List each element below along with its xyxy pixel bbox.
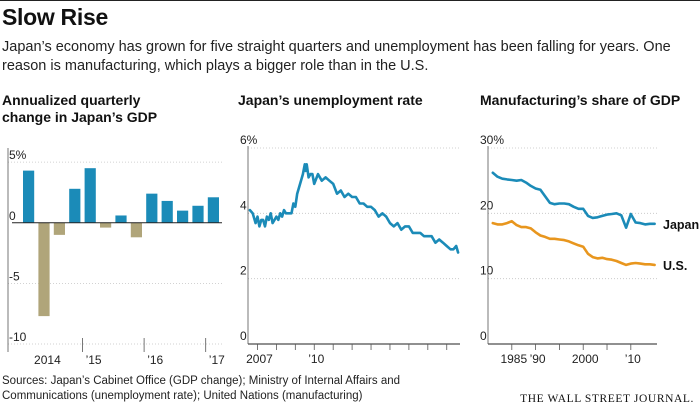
- manufacturing-panel-title: Manufacturing’s share of GDP: [480, 92, 681, 108]
- series-line-us: [491, 219, 656, 267]
- gdp-bar: [207, 197, 219, 223]
- gdp-bar: [130, 222, 142, 238]
- gdp-bar: [115, 215, 127, 223]
- gdp-y-tick-label: -5: [9, 269, 20, 283]
- gdp-bar-chart: 5% 0 -5 -10 2014 ’15 ’16 ’17: [7, 148, 225, 367]
- x-tick-label: 2007: [246, 352, 273, 366]
- sources-note: Sources: Japan’s Cabinet Office (GDP cha…: [2, 375, 401, 402]
- y-tick-label: 0: [240, 329, 247, 343]
- x-tick-label: ’90: [530, 352, 546, 366]
- gdp-bar: [146, 193, 158, 223]
- gdp-x-tick-label: ’17: [209, 353, 225, 367]
- y-tick-label: 0: [480, 329, 487, 343]
- gdp-panel-title: Annualized quarterly change in Japan’s G…: [2, 92, 157, 126]
- gdp-title-line-2: change in Japan’s GDP: [2, 109, 158, 125]
- gdp-x-tick-label: ’16: [147, 353, 163, 367]
- gdp-y-tick-label: -10: [9, 330, 27, 344]
- gdp-x-tick-label: ’15: [86, 353, 102, 367]
- gdp-bar: [192, 205, 204, 223]
- y-tick-label: 4: [240, 198, 247, 212]
- gdp-bar: [177, 210, 189, 223]
- gdp-bar: [69, 188, 81, 223]
- gdp-bar: [84, 168, 96, 223]
- unemployment-line-chart: 6% 4 2 0 2007 ’10: [240, 133, 460, 366]
- chart-title: Slow Rise: [2, 4, 108, 30]
- gdp-title-line-1: Annualized quarterly: [2, 92, 141, 108]
- gdp-y-tick-label: 5%: [9, 148, 27, 162]
- top-rule: [0, 0, 700, 1]
- chart-subtitle: Japan’s economy has grown for five strai…: [2, 39, 671, 74]
- gdp-bar: [53, 222, 65, 235]
- series-line-japan: [248, 163, 460, 254]
- manufacturing-line-chart: 30% 20 10 0 1985’90 2000 ’10 Japan U.S.: [480, 133, 699, 366]
- publisher-logo: THE WALL STREET JOURNAL.: [520, 393, 694, 405]
- x-tick-label: ’10: [308, 352, 324, 366]
- series-label-japan: Japan: [663, 218, 699, 232]
- gdp-x-tick-label: 2014: [34, 353, 61, 367]
- gdp-bar: [23, 170, 35, 223]
- gdp-bar: [38, 222, 50, 317]
- series-line-japan: [491, 171, 656, 229]
- y-tick-label: 6%: [240, 133, 258, 147]
- gdp-y-tick-label: 0: [9, 209, 16, 223]
- unemployment-panel-title: Japan’s unemployment rate: [238, 92, 423, 108]
- gdp-bar: [161, 200, 173, 223]
- x-tick-label: ’10: [625, 352, 641, 366]
- y-tick-label: 10: [480, 264, 494, 278]
- x-tick-label: 1985: [500, 352, 527, 366]
- y-tick-label: 20: [480, 198, 494, 212]
- y-tick-label: 2: [240, 264, 247, 278]
- x-tick-label: 2000: [572, 352, 599, 366]
- y-tick-label: 30%: [480, 133, 504, 147]
- series-label-us: U.S.: [663, 259, 687, 273]
- gdp-bar: [100, 222, 112, 228]
